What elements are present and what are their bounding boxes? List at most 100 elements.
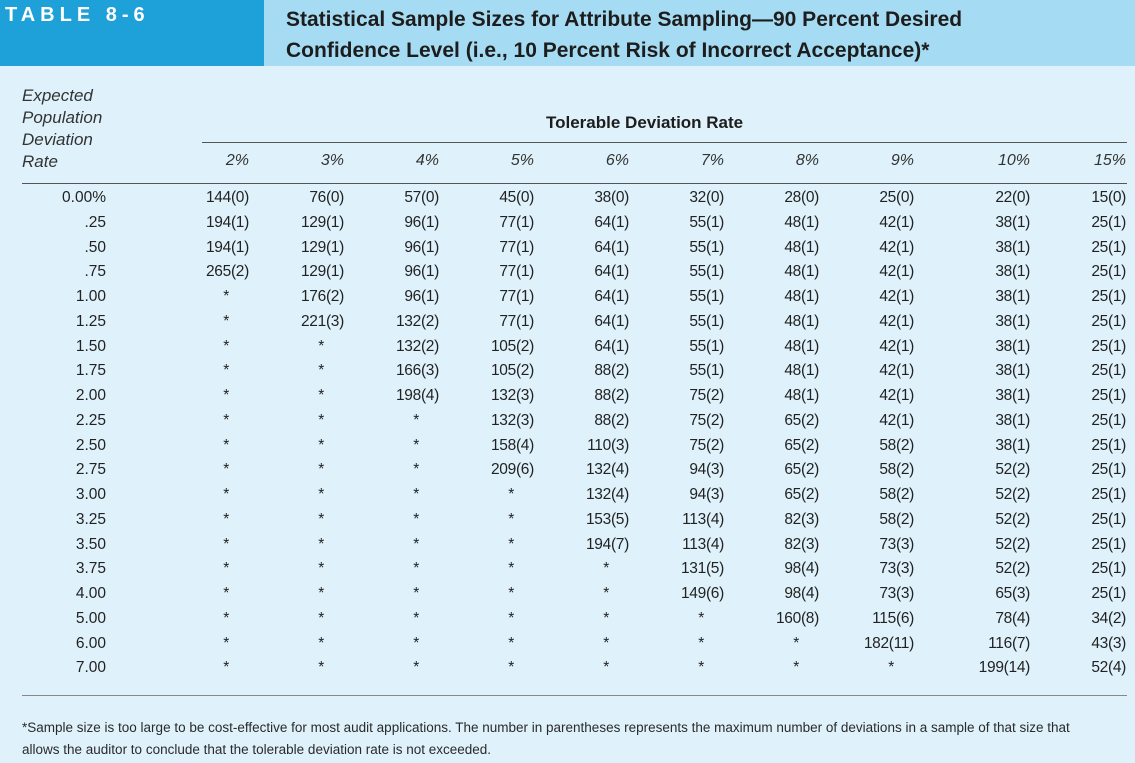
table-cell: * xyxy=(223,362,229,380)
table-cell: 32(0) xyxy=(689,189,724,206)
table-cell: 48(1) xyxy=(784,337,819,355)
table-cell: 176(2) xyxy=(300,288,344,305)
table-cell: 144(0) xyxy=(205,189,249,206)
table-cell: 25(1) xyxy=(1091,288,1126,305)
table-cell: * xyxy=(413,634,419,652)
table-cell: * xyxy=(413,659,419,677)
row-header: Expected Population Deviation Rate xyxy=(22,85,102,173)
table-cell: 58(2) xyxy=(879,461,914,479)
table-cell: 129(1) xyxy=(300,238,344,256)
table-cell: 38(1) xyxy=(995,263,1030,281)
table-cell: 48(1) xyxy=(784,263,819,281)
table-cell: 25(1) xyxy=(1091,535,1126,553)
table-cell: * xyxy=(603,560,609,578)
table-cell: * xyxy=(413,411,419,429)
row-header-line: Rate xyxy=(22,152,58,171)
table-cell: 48(1) xyxy=(784,213,819,231)
table-cell: 15(0) xyxy=(1091,189,1126,206)
table-cell: 77(1) xyxy=(499,312,534,330)
table-cell: 221(3) xyxy=(300,312,344,330)
table-cell: 28(0) xyxy=(784,189,819,206)
row-header-line: Expected xyxy=(22,86,93,105)
table-cell: * xyxy=(508,535,514,553)
table-cell: 42(1) xyxy=(879,337,914,355)
table-cell: 77(1) xyxy=(499,213,534,231)
table-cell: 64(1) xyxy=(594,263,629,281)
row-label: 2.25 xyxy=(75,411,106,429)
row-label: 1.25 xyxy=(75,312,106,330)
table-cell: * xyxy=(223,634,229,652)
table-cell: 132(3) xyxy=(490,387,534,404)
table-cell: 153(5) xyxy=(585,510,629,528)
table-cell: 38(1) xyxy=(995,387,1030,404)
table-cell: * xyxy=(508,634,514,652)
table-number-tag: TABLE 8-6 xyxy=(0,0,264,66)
table-cell: * xyxy=(223,510,229,528)
table-cell: * xyxy=(413,535,419,553)
table-cell: 115(6) xyxy=(872,609,914,627)
table-cell: 43(3) xyxy=(1091,634,1126,652)
table-cell: 75(2) xyxy=(689,436,724,454)
table-cell: * xyxy=(508,659,514,677)
table-cell: 76(0) xyxy=(309,189,344,206)
table-cell: 98(4) xyxy=(784,560,819,578)
table-cell: 64(1) xyxy=(594,312,629,330)
table-cell: * xyxy=(223,659,229,677)
table-cell: 82(3) xyxy=(784,510,819,528)
table-cell: * xyxy=(508,486,514,503)
table-cell: 64(1) xyxy=(594,213,629,231)
table-cell: 25(1) xyxy=(1091,263,1126,281)
group-header: Tolerable Deviation Rate xyxy=(546,113,744,132)
table-cell: * xyxy=(318,535,324,553)
table-cell: 25(1) xyxy=(1091,362,1126,380)
column-header: 4% xyxy=(415,152,439,169)
table-cell: 73(3) xyxy=(879,535,914,553)
table-cell: 58(2) xyxy=(879,510,914,528)
table-cell: * xyxy=(318,411,324,429)
row-label: .75 xyxy=(84,263,106,281)
table-cell: 25(1) xyxy=(1091,337,1126,355)
table-cell: * xyxy=(413,486,419,503)
table-title-line-2: Confidence Level (i.e., 10 Percent Risk … xyxy=(286,39,930,62)
table-cell: 77(1) xyxy=(499,288,534,305)
table-cell: 38(1) xyxy=(995,213,1030,231)
table-cell: * xyxy=(223,461,229,479)
row-label: .25 xyxy=(84,213,106,231)
table-cell: 73(3) xyxy=(879,585,914,602)
table-cell: * xyxy=(318,337,324,355)
table-cell: 38(1) xyxy=(995,337,1030,355)
column-header: 2% xyxy=(225,152,249,169)
table-cell: 42(1) xyxy=(879,387,914,404)
table-cell: 105(2) xyxy=(490,337,534,355)
table-cell: * xyxy=(698,659,704,677)
row-label: 2.50 xyxy=(75,436,106,454)
row-header-line: Deviation xyxy=(22,130,93,149)
table-cell: * xyxy=(603,634,609,652)
table-cell: * xyxy=(223,387,229,404)
table-cell: 129(1) xyxy=(300,213,344,231)
row-label: 0.00% xyxy=(62,189,106,206)
table-cell: 77(1) xyxy=(499,263,534,281)
table-cell: 55(1) xyxy=(689,337,724,355)
column-header: 6% xyxy=(605,152,629,169)
table-cell: * xyxy=(223,288,229,305)
table-cell: * xyxy=(603,585,609,602)
table-cell: 194(7) xyxy=(585,535,629,553)
table-cell: 158(4) xyxy=(490,436,534,454)
table-cell: 132(2) xyxy=(395,312,439,330)
table-cell: 42(1) xyxy=(879,411,914,429)
table-cell: 131(5) xyxy=(680,560,724,578)
table-cell: * xyxy=(223,486,229,503)
table-cell: 65(2) xyxy=(784,411,819,429)
table-cell: * xyxy=(793,634,799,652)
table-cell: 55(1) xyxy=(689,312,724,330)
table-cell: * xyxy=(413,510,419,528)
table-cell: 64(1) xyxy=(594,238,629,256)
table-cell: 25(1) xyxy=(1091,486,1126,503)
table-cell: 25(1) xyxy=(1091,461,1126,479)
table-cell: 58(2) xyxy=(879,486,914,503)
table-cell: 38(1) xyxy=(995,362,1030,380)
table-cell: 38(1) xyxy=(995,436,1030,454)
table-cell: 48(1) xyxy=(784,312,819,330)
table-cell: 64(1) xyxy=(594,337,629,355)
